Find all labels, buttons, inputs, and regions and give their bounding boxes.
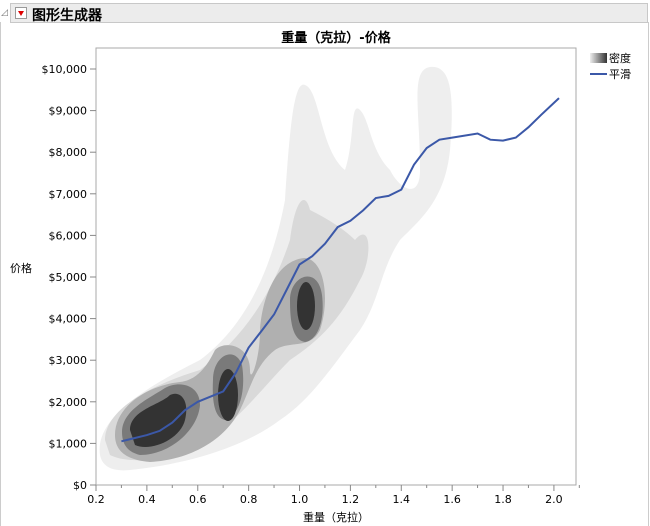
x-tick-label: 0.4 <box>138 493 156 506</box>
graph-builder-header: 图形生成器 <box>10 3 648 24</box>
chart-title: 重量（克拉）-价格 <box>281 30 391 46</box>
y-tick-label: $1,000 <box>49 437 88 450</box>
density-level-1 <box>99 66 452 471</box>
x-tick-label: 1.8 <box>494 493 512 506</box>
y-tick-label: $8,000 <box>49 146 88 159</box>
density-level-5 <box>218 369 238 421</box>
y-tick-label: $2,000 <box>49 396 88 409</box>
red-triangle-menu-icon[interactable] <box>15 7 27 19</box>
disclosure-triangle-icon[interactable]: ◿ <box>1 8 8 18</box>
x-tick-label: 1.0 <box>291 493 309 506</box>
x-tick-label: 1.6 <box>443 493 461 506</box>
y-tick-label: $4,000 <box>49 313 88 326</box>
density-level-5 <box>297 282 315 330</box>
y-tick-label: $7,000 <box>49 188 88 201</box>
x-tick-label: 2.0 <box>545 493 563 506</box>
legend-density-swatch <box>590 53 607 63</box>
x-tick-label: 1.4 <box>393 493 411 506</box>
y-axis-label: 价格 <box>10 261 32 275</box>
graph-frame <box>0 22 649 526</box>
x-tick-label: 0.8 <box>240 493 258 506</box>
header-title: 图形生成器 <box>32 8 102 24</box>
density-contours <box>99 66 452 471</box>
legend-smooth-label: 平滑 <box>609 68 631 81</box>
y-tick-label: $6,000 <box>49 229 88 242</box>
y-tick-label: $10,000 <box>42 63 88 76</box>
x-tick-label: 0.2 <box>87 493 105 506</box>
smooth-line <box>121 97 560 443</box>
legend-density-label: 密度 <box>609 51 631 65</box>
y-tick-label: $3,000 <box>49 354 88 367</box>
x-tick-label: 1.2 <box>342 493 360 506</box>
x-tick-label: 0.6 <box>189 493 207 506</box>
density-level-5 <box>130 393 187 448</box>
y-tick-label: $0 <box>73 479 87 492</box>
x-axis-label: 重量（克拉） <box>303 510 369 524</box>
y-tick-label: $5,000 <box>49 271 88 284</box>
y-tick-label: $9,000 <box>49 105 88 118</box>
